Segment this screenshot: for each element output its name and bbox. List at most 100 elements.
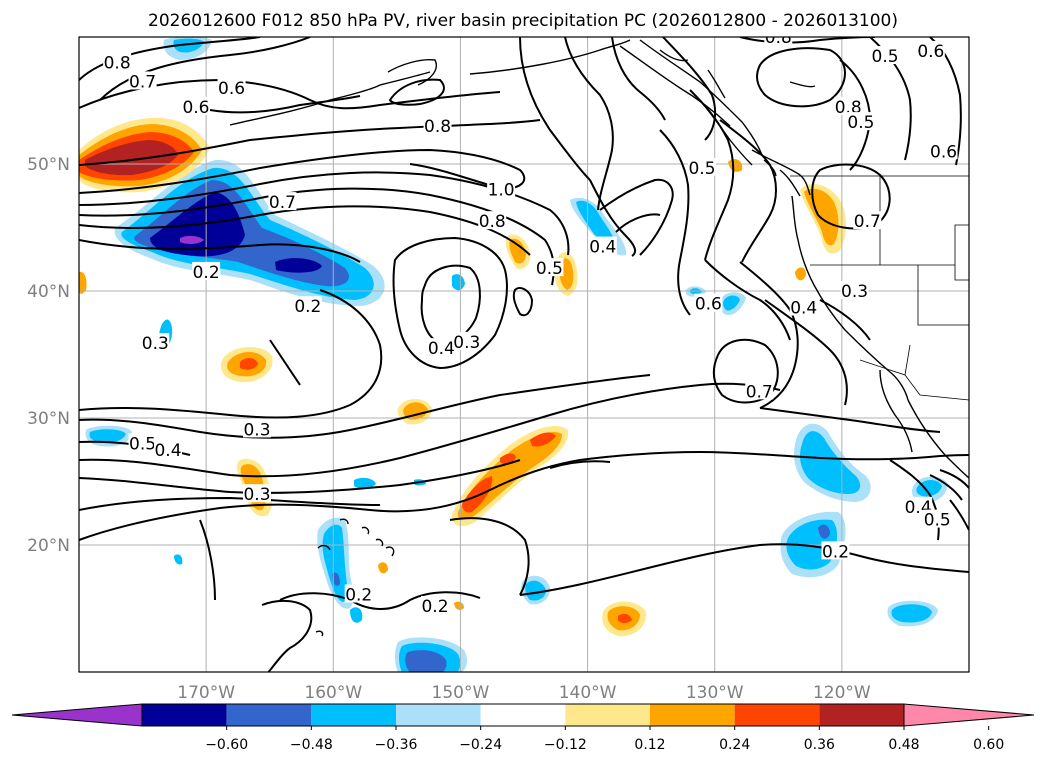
- colorbar-segment: [480, 704, 566, 726]
- contour-label-mask: [181, 96, 210, 115]
- map-frame: [78, 36, 970, 673]
- colorbar-outline: [141, 703, 905, 727]
- colorbar-segment: [142, 704, 227, 726]
- lon-tick-label: 130°W: [686, 683, 744, 703]
- contour-label-mask: [834, 96, 863, 115]
- contour-label-mask: [344, 584, 373, 603]
- contour-label-mask: [427, 338, 456, 357]
- contour-label: 0.8: [104, 53, 131, 73]
- colorbar-tick-label: 0.24: [719, 737, 750, 753]
- contour-label: 0.3: [243, 485, 270, 505]
- contour-label: 0.6: [182, 98, 209, 118]
- contour-label-mask: [293, 296, 322, 315]
- contour-label-mask: [423, 115, 452, 134]
- contour-label: 1.0: [488, 180, 515, 200]
- colorbar-tick-label: 0.48: [888, 737, 919, 753]
- precip-pc-shading: [79, 37, 948, 672]
- contour-label: 0.7: [129, 72, 156, 92]
- contour-label-mask: [764, 37, 793, 45]
- contour-label: 0.6: [917, 42, 944, 62]
- contour-label-mask: [789, 297, 818, 316]
- colorbar-tick-label: −0.60: [205, 737, 248, 753]
- contour-label-mask: [452, 331, 481, 350]
- latitude-tick-labels: 20°N 30°N 40°N 50°N: [27, 155, 70, 556]
- contour-label-mask: [694, 293, 723, 312]
- contour-label: 0.3: [841, 282, 868, 302]
- lon-tick-label: 150°W: [432, 683, 490, 703]
- contour-label-mask: [846, 112, 875, 131]
- contour-label-mask: [840, 281, 869, 299]
- contour-label: 0.6: [695, 295, 722, 315]
- contour-label: 0.5: [536, 259, 563, 279]
- contour-label: 0.6: [218, 79, 245, 99]
- longitude-tick-labels: 170°W 160°W 150°W 140°W 130°W 120°W: [177, 683, 871, 703]
- contour-label-mask: [688, 157, 716, 176]
- map-contents: 0.80.7 0.60.60.81.00.80.70.20.20.50.40.50…: [79, 28, 969, 672]
- colorbar-tick-label: −0.12: [544, 737, 587, 753]
- contour-label: 0.6: [930, 142, 957, 162]
- colorbar-segment: [396, 704, 481, 726]
- contour-label-mask: [128, 71, 157, 90]
- contour-label-mask: [853, 211, 882, 230]
- red-positive-band-nw: [79, 117, 210, 193]
- contour-label: 0.3: [142, 334, 169, 354]
- colorbar-segment: [734, 704, 820, 726]
- contour-label: 0.5: [688, 159, 715, 179]
- colorbar-segment: [311, 704, 396, 726]
- contour-label-mask: [421, 595, 449, 614]
- contour-label-mask: [192, 261, 221, 280]
- contour-label-mask: [268, 192, 297, 211]
- lat-tick-label: 40°N: [27, 282, 70, 302]
- lon-tick-label: 120°W: [813, 683, 871, 703]
- contour-label: 0.8: [424, 117, 451, 137]
- contour-label-mask: [103, 52, 132, 71]
- contour-label: 0.7: [746, 382, 773, 402]
- colorbar-tick-label: 0.60: [973, 737, 1004, 753]
- contour-label-mask: [243, 484, 271, 503]
- colorbar-segment: [565, 704, 650, 726]
- contour-label: 0.5: [872, 47, 899, 67]
- lat-tick-label: 50°N: [27, 155, 70, 175]
- contour-label: 0.2: [822, 542, 849, 562]
- lon-tick-label: 170°W: [177, 683, 235, 703]
- contour-label: 0.8: [765, 28, 792, 48]
- contour-label-mask: [916, 40, 945, 59]
- colorbar-tick-labels: −0.60 −0.48 −0.36 −0.24 −0.12 0.12 0.24 0.36 0.4…: [205, 726, 1004, 753]
- colorbar-tick-label: −0.48: [290, 737, 333, 753]
- contour-label: 0.4: [428, 339, 455, 359]
- lon-tick-label: 160°W: [304, 683, 362, 703]
- contour-label: 0.7: [854, 212, 881, 232]
- colorbar: [11, 703, 1035, 727]
- colorbar-segment: [819, 704, 904, 726]
- contour-label: 0.2: [294, 297, 321, 317]
- contour-label: 0.4: [790, 299, 817, 319]
- chart-title: 2026012600 F012 850 hPa PV, river basin …: [148, 11, 898, 31]
- colorbar-extend-high: [903, 703, 1035, 727]
- contour-label: 0.2: [345, 586, 372, 606]
- contour-label-mask: [821, 541, 850, 560]
- contour-label: 0.5: [129, 434, 156, 454]
- contour-label: 0.2: [193, 263, 220, 283]
- contour-label-mask: [929, 141, 958, 160]
- colorbar-tick-label: −0.24: [459, 737, 502, 753]
- colorbar-tick-label: −0.36: [375, 737, 418, 753]
- colorbar-segment: [650, 704, 735, 726]
- contour-label-mask: [243, 419, 271, 438]
- lat-tick-label: 30°N: [27, 409, 70, 429]
- map-background: [79, 37, 969, 672]
- contour-label-mask: [154, 439, 182, 458]
- contour-label: 0.5: [924, 511, 951, 531]
- contour-label-mask: [217, 77, 246, 96]
- contour-labels: 0.80.7 0.60.60.81.00.80.70.20.20.50.40.50…: [103, 28, 958, 617]
- lon-tick-label: 140°W: [559, 683, 617, 703]
- contour-label-mask: [588, 236, 617, 255]
- graticule: [79, 37, 969, 672]
- contour-label: 0.4: [589, 238, 616, 258]
- contour-label-mask: [141, 333, 170, 352]
- blue-blobs: [85, 37, 948, 672]
- contour-label-mask: [871, 46, 900, 65]
- contour-label: 0.8: [479, 212, 506, 232]
- colorbar-segment: [226, 704, 312, 726]
- contour-label: 0.2: [421, 597, 448, 617]
